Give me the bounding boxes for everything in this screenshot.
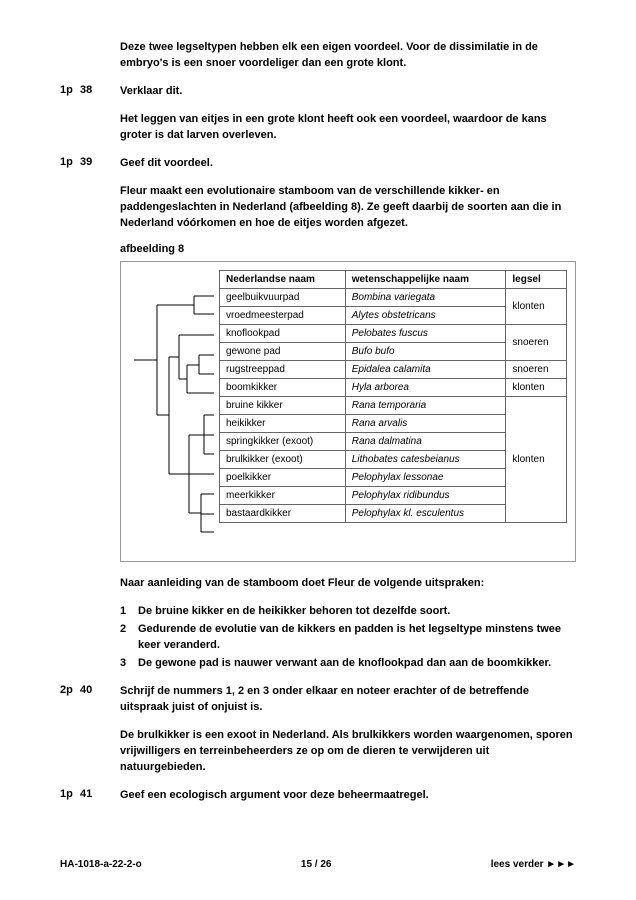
question-text: Geef dit voordeel. xyxy=(120,156,213,172)
tree-svg xyxy=(129,270,219,550)
table-row: geelbuikvuurpad Bombina variegata klonte… xyxy=(220,289,567,307)
phylogenetic-tree xyxy=(129,270,219,553)
question-41: 1p 41 Geef een ecologisch argument voor … xyxy=(120,788,576,804)
statements-list: 1 De bruine kikker en de heikikker behor… xyxy=(120,604,576,672)
figure-8: Nederlandse naam wetenschappelijke naam … xyxy=(120,261,576,562)
points: 2p xyxy=(60,684,80,696)
col-sci: wetenschappelijke naam xyxy=(345,271,506,289)
page-footer: HA-1018-a-22-2-o 15 / 26 lees verder ►►► xyxy=(60,859,576,870)
col-legsel: legsel xyxy=(506,271,567,289)
figure-label: afbeelding 8 xyxy=(120,243,576,255)
question-text: Verklaar dit. xyxy=(120,84,182,100)
species-table: Nederlandse naam wetenschappelijke naam … xyxy=(219,270,567,523)
statement: 2 Gedurende de evolutie van de kikkers e… xyxy=(120,622,576,654)
statement: 1 De bruine kikker en de heikikker behor… xyxy=(120,604,576,620)
question-40: 2p 40 Schrijf de nummers 1, 2 en 3 onder… xyxy=(120,684,576,716)
points: 1p xyxy=(60,84,80,96)
table-row: knoflookpad Pelobates fuscus snoeren xyxy=(220,325,567,343)
species-table-wrap: Nederlandse naam wetenschappelijke naam … xyxy=(219,270,567,553)
table-header-row: Nederlandse naam wetenschappelijke naam … xyxy=(220,271,567,289)
question-number: 39 xyxy=(80,156,120,168)
points: 1p xyxy=(60,156,80,168)
points: 1p xyxy=(60,788,80,800)
table-row: bruine kikker Rana temporaria klonten xyxy=(220,397,567,415)
paragraph: Naar aanleiding van de stamboom doet Fle… xyxy=(120,576,576,592)
footer-right: lees verder ►►► xyxy=(491,859,576,870)
question-number: 40 xyxy=(80,684,120,696)
paragraph: Fleur maakt een evolutionaire stamboom v… xyxy=(120,184,576,232)
question-content: Deze twee legseltypen hebben elk een eig… xyxy=(120,40,576,804)
footer-left: HA-1018-a-22-2-o xyxy=(60,859,142,870)
statement: 3 De gewone pad is nauwer verwant aan de… xyxy=(120,656,576,672)
question-number: 38 xyxy=(80,84,120,96)
question-38: 1p 38 Verklaar dit. xyxy=(120,84,576,100)
table-row: rugstreeppad Epidalea calamita snoeren xyxy=(220,361,567,379)
question-text: Schrijf de nummers 1, 2 en 3 onder elkaa… xyxy=(120,684,576,716)
col-nl: Nederlandse naam xyxy=(220,271,346,289)
question-text: Geef een ecologisch argument voor deze b… xyxy=(120,788,429,804)
table-row: boomkikker Hyla arborea klonten xyxy=(220,379,567,397)
footer-center: 15 / 26 xyxy=(301,859,332,870)
paragraph: De brulkikker is een exoot in Nederland.… xyxy=(120,728,576,776)
paragraph: Deze twee legseltypen hebben elk een eig… xyxy=(120,40,576,72)
paragraph: Het leggen van eitjes in een grote klont… xyxy=(120,112,576,144)
question-39: 1p 39 Geef dit voordeel. xyxy=(120,156,576,172)
question-number: 41 xyxy=(80,788,120,800)
